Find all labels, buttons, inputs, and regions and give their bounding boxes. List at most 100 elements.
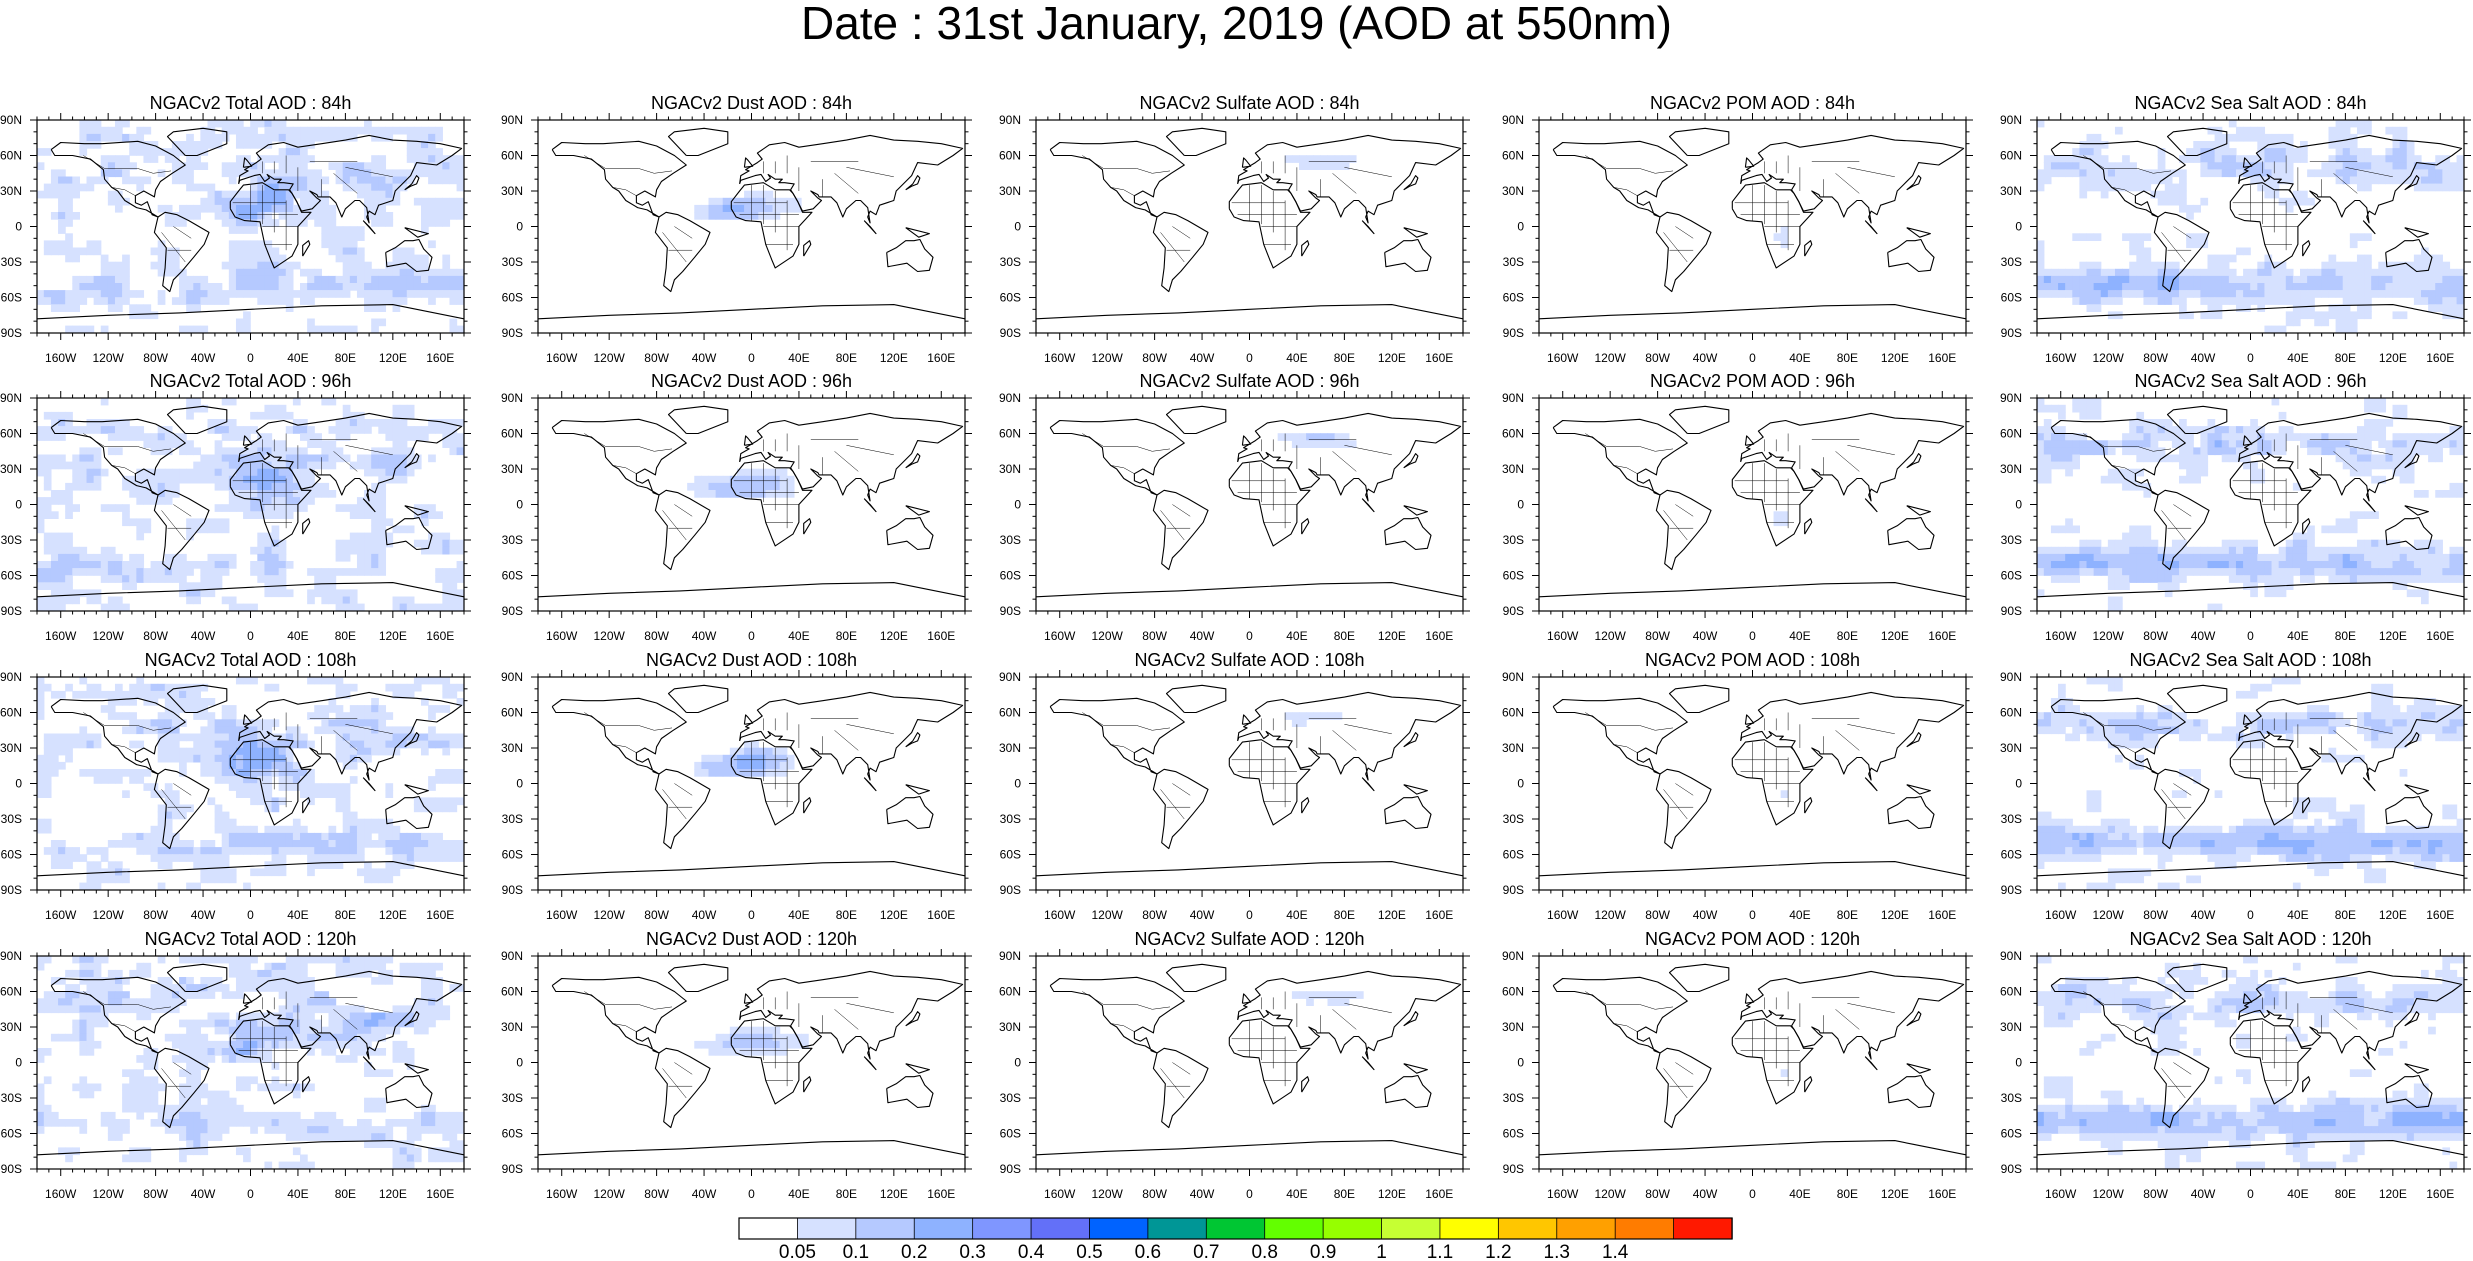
- lon-tick-label: 40W: [1190, 629, 1215, 643]
- lon-tick-label: 40W: [1190, 1187, 1215, 1201]
- lon-tick-label: 160E: [2426, 1187, 2454, 1201]
- lon-tick-label: 120W: [92, 629, 124, 643]
- lon-tick-label: 160W: [1044, 908, 1076, 922]
- lat-tick-label: 30N: [2000, 741, 2022, 755]
- lon-tick-label: 80W: [1645, 629, 1670, 643]
- colorbar-swatch: [972, 1217, 1032, 1240]
- lon-tick-label: 120W: [2092, 908, 2124, 922]
- aod-field: [2037, 120, 2464, 333]
- panel-title: NGACv2 Dust AOD : 96h: [651, 371, 852, 391]
- lat-tick-label: 90N: [2000, 113, 2022, 127]
- colorbar-label: 0.7: [1193, 1242, 1219, 1261]
- lon-tick-label: 120W: [2092, 1187, 2124, 1201]
- panel-title: NGACv2 Dust AOD : 108h: [646, 650, 857, 670]
- map-panel-dust-4: 160W 120W 80W 40W 0 40E 80E 120E 160E 90N 60N 30N 0 3…: [501, 929, 972, 1201]
- lat-tick-label: 30S: [2001, 533, 2022, 547]
- lat-tick-label: 0: [2015, 220, 2022, 234]
- map-panel-dust-3: 160W 120W 80W 40W 0 40E 80E 120E 160E 90N 60N 30N 0 3…: [501, 650, 972, 922]
- colorbar-label: 0.3: [959, 1242, 985, 1261]
- lat-tick-label: 60S: [502, 569, 523, 583]
- lon-tick-label: 120W: [1594, 629, 1626, 643]
- lon-tick-label: 40E: [287, 1187, 308, 1201]
- lat-tick-label: 0: [1517, 220, 1524, 234]
- aod-field: [1036, 398, 1463, 611]
- map-panel-sulfate-1: 160W 120W 80W 40W 0 40E 80E 120E 160E 90N 60N 30N 0 3…: [999, 93, 1470, 365]
- lon-tick-label: 80W: [143, 1187, 168, 1201]
- lon-tick-label: 120E: [880, 1187, 908, 1201]
- lon-tick-label: 0: [1246, 908, 1253, 922]
- colorbar-label: 0.9: [1310, 1242, 1336, 1261]
- lat-tick-label: 30S: [1503, 812, 1524, 826]
- lon-tick-label: 0: [247, 629, 254, 643]
- lat-tick-label: 30S: [1, 812, 22, 826]
- lat-tick-label: 60S: [502, 1127, 523, 1141]
- lon-tick-label: 0: [1749, 1187, 1756, 1201]
- lat-tick-label: 0: [1517, 1056, 1524, 1070]
- lon-tick-label: 80E: [836, 908, 857, 922]
- lon-tick-label: 160E: [927, 351, 955, 365]
- lon-tick-label: 160W: [45, 1187, 77, 1201]
- lon-tick-label: 160W: [45, 908, 77, 922]
- lon-tick-label: 120E: [379, 1187, 407, 1201]
- lat-tick-label: 60S: [2001, 291, 2022, 305]
- panel-title: NGACv2 Sea Salt AOD : 108h: [2129, 650, 2371, 670]
- lon-tick-label: 80W: [1645, 351, 1670, 365]
- lon-tick-label: 80W: [2143, 629, 2168, 643]
- lon-tick-label: 80E: [2335, 629, 2356, 643]
- lon-tick-label: 80E: [836, 629, 857, 643]
- panel-title: NGACv2 Dust AOD : 120h: [646, 929, 857, 949]
- lon-tick-label: 0: [1246, 629, 1253, 643]
- lon-tick-label: 160E: [426, 351, 454, 365]
- lat-tick-label: 30S: [502, 1091, 523, 1105]
- lat-tick-label: 30S: [502, 533, 523, 547]
- lon-tick-label: 40E: [2287, 351, 2308, 365]
- lon-tick-label: 40W: [692, 629, 717, 643]
- colorbar-swatch: [1673, 1217, 1733, 1240]
- map-panel-pom-1: 160W 120W 80W 40W 0 40E 80E 120E 160E 90N 60N 30N 0 3…: [1502, 93, 1973, 365]
- lon-tick-label: 160E: [426, 1187, 454, 1201]
- lon-tick-label: 160E: [1425, 351, 1453, 365]
- aod-field: [1539, 120, 1966, 333]
- lon-tick-label: 120W: [1594, 1187, 1626, 1201]
- lon-tick-label: 40W: [1693, 351, 1718, 365]
- lat-tick-label: 30N: [501, 462, 523, 476]
- lat-tick-label: 0: [2015, 777, 2022, 791]
- lat-tick-label: 90N: [1502, 670, 1524, 684]
- lon-tick-label: 0: [1246, 351, 1253, 365]
- lon-tick-label: 40E: [2287, 908, 2308, 922]
- lon-tick-label: 0: [1749, 629, 1756, 643]
- colorbar-swatch: [797, 1217, 857, 1240]
- lon-tick-label: 80W: [2143, 1187, 2168, 1201]
- lon-tick-label: 80E: [2335, 908, 2356, 922]
- lon-tick-label: 80W: [1645, 908, 1670, 922]
- lat-tick-label: 30S: [1, 255, 22, 269]
- lat-tick-label: 0: [15, 777, 22, 791]
- lat-tick-label: 60S: [1000, 569, 1021, 583]
- lat-tick-label: 90N: [501, 949, 523, 963]
- lon-tick-label: 120W: [593, 351, 625, 365]
- lat-tick-label: 60N: [999, 427, 1021, 441]
- lat-tick-label: 30N: [501, 184, 523, 198]
- lon-tick-label: 0: [748, 908, 755, 922]
- lat-tick-label: 90N: [2000, 670, 2022, 684]
- lat-tick-label: 0: [1014, 777, 1021, 791]
- lon-tick-label: 40W: [1693, 908, 1718, 922]
- lon-tick-label: 160W: [1044, 351, 1076, 365]
- lon-tick-label: 120W: [2092, 351, 2124, 365]
- lat-tick-label: 90S: [1, 1162, 22, 1176]
- lat-tick-label: 30S: [1503, 255, 1524, 269]
- panel-title: NGACv2 Sulfate AOD : 108h: [1134, 650, 1364, 670]
- lon-tick-label: 120E: [379, 629, 407, 643]
- lat-tick-label: 90N: [501, 670, 523, 684]
- lon-tick-label: 160E: [1425, 908, 1453, 922]
- lat-tick-label: 90S: [1, 326, 22, 340]
- lat-tick-label: 60N: [999, 985, 1021, 999]
- lat-tick-label: 30S: [1503, 1091, 1524, 1105]
- lon-tick-label: 0: [247, 351, 254, 365]
- aod-field: [37, 677, 464, 890]
- lat-tick-label: 90S: [1000, 604, 1021, 618]
- lat-tick-label: 90N: [999, 391, 1021, 405]
- lat-tick-label: 90S: [1503, 1162, 1524, 1176]
- lat-tick-label: 30N: [1502, 184, 1524, 198]
